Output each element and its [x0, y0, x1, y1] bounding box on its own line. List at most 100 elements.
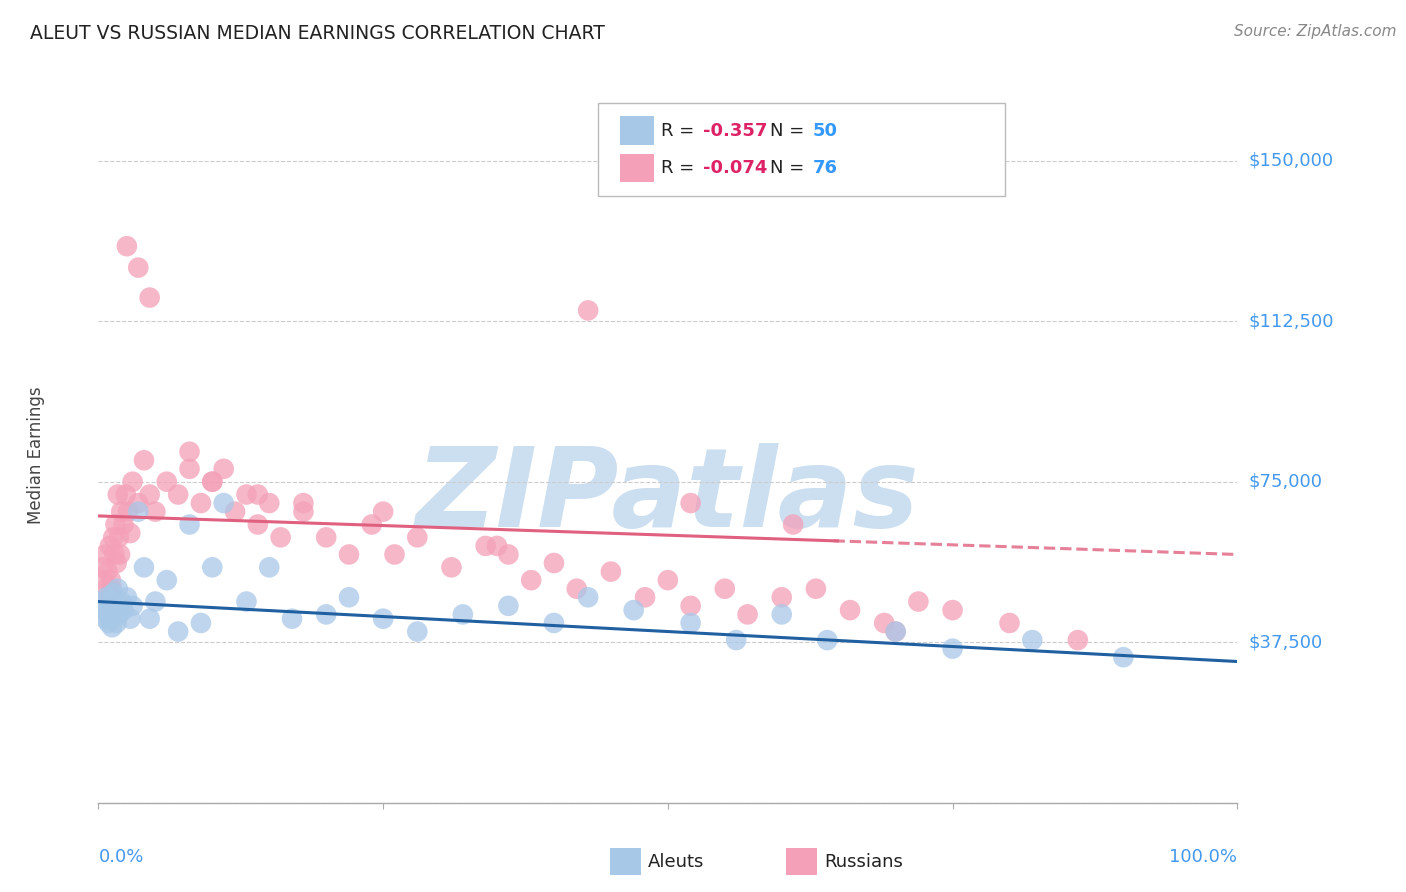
Point	[117, 505, 139, 519]
Point	[112, 603, 135, 617]
Point	[179, 462, 201, 476]
Point	[543, 556, 565, 570]
Point	[91, 594, 114, 608]
Point	[145, 505, 167, 519]
Point	[120, 612, 142, 626]
Point	[212, 496, 235, 510]
Point	[770, 591, 793, 605]
Point	[565, 582, 588, 596]
Text: R =: R =	[661, 122, 700, 140]
Point	[108, 548, 131, 562]
Point	[101, 582, 124, 596]
Point	[498, 548, 520, 562]
Point	[96, 591, 118, 605]
Point	[371, 505, 394, 519]
Point	[725, 633, 748, 648]
Point	[657, 573, 679, 587]
Point	[998, 615, 1021, 630]
Point	[190, 496, 212, 510]
Point	[103, 607, 125, 622]
Point	[337, 548, 360, 562]
Text: Russians: Russians	[824, 853, 903, 871]
Point	[634, 591, 657, 605]
Point	[360, 517, 382, 532]
Point	[108, 530, 131, 544]
Text: -0.074: -0.074	[703, 159, 768, 177]
Text: Median Earnings: Median Earnings	[27, 386, 45, 524]
Point	[127, 505, 149, 519]
Point	[839, 603, 862, 617]
Point	[474, 539, 496, 553]
Point	[100, 612, 122, 626]
Text: ALEUT VS RUSSIAN MEDIAN EARNINGS CORRELATION CHART: ALEUT VS RUSSIAN MEDIAN EARNINGS CORRELA…	[30, 23, 605, 43]
Point	[235, 594, 257, 608]
Point	[679, 496, 702, 510]
Text: 0.0%: 0.0%	[98, 848, 143, 866]
Point	[235, 487, 257, 501]
Point	[406, 530, 429, 544]
Text: Aleuts: Aleuts	[648, 853, 704, 871]
Point	[292, 496, 315, 510]
Text: Source: ZipAtlas.com: Source: ZipAtlas.com	[1234, 23, 1396, 38]
Point	[121, 599, 143, 613]
Point	[105, 615, 128, 630]
Text: 50: 50	[813, 122, 838, 140]
Point	[281, 612, 304, 626]
Point	[1021, 633, 1043, 648]
Text: N =: N =	[770, 122, 810, 140]
Point	[179, 517, 201, 532]
Point	[804, 582, 827, 596]
Point	[132, 560, 155, 574]
Point	[737, 607, 759, 622]
Point	[246, 487, 269, 501]
Point	[440, 560, 463, 574]
Point	[98, 599, 121, 613]
Point	[292, 505, 315, 519]
Point	[259, 560, 281, 574]
Point	[115, 591, 138, 605]
Point	[315, 530, 337, 544]
Point	[138, 487, 160, 501]
Point	[270, 530, 292, 544]
Point	[104, 517, 127, 532]
Point	[96, 607, 118, 622]
Point	[105, 556, 128, 570]
Point	[942, 603, 965, 617]
Text: 100.0%: 100.0%	[1170, 848, 1237, 866]
Point	[337, 591, 360, 605]
Point	[576, 591, 599, 605]
Point	[93, 603, 115, 617]
Text: 76: 76	[813, 159, 838, 177]
Point	[156, 573, 179, 587]
Point	[884, 624, 907, 639]
Point	[498, 599, 520, 613]
Point	[884, 624, 907, 639]
Point	[167, 487, 190, 501]
Point	[1067, 633, 1090, 648]
Point	[101, 620, 124, 634]
Point	[543, 615, 565, 630]
Point	[127, 260, 149, 275]
Point	[91, 560, 114, 574]
Point	[107, 487, 129, 501]
Text: $150,000: $150,000	[1249, 152, 1333, 169]
Point	[259, 496, 281, 510]
Point	[167, 624, 190, 639]
Point	[110, 594, 132, 608]
Point	[156, 475, 179, 489]
Point	[315, 607, 337, 622]
Point	[138, 291, 160, 305]
Point	[98, 539, 121, 553]
Point	[371, 612, 394, 626]
Text: $75,000: $75,000	[1249, 473, 1323, 491]
Point	[246, 517, 269, 532]
Point	[115, 239, 138, 253]
Point	[714, 582, 737, 596]
Point	[94, 612, 117, 626]
Point	[127, 496, 149, 510]
Point	[179, 444, 201, 458]
Point	[190, 615, 212, 630]
Point	[103, 586, 125, 600]
Point	[107, 582, 129, 596]
Point	[201, 475, 224, 489]
